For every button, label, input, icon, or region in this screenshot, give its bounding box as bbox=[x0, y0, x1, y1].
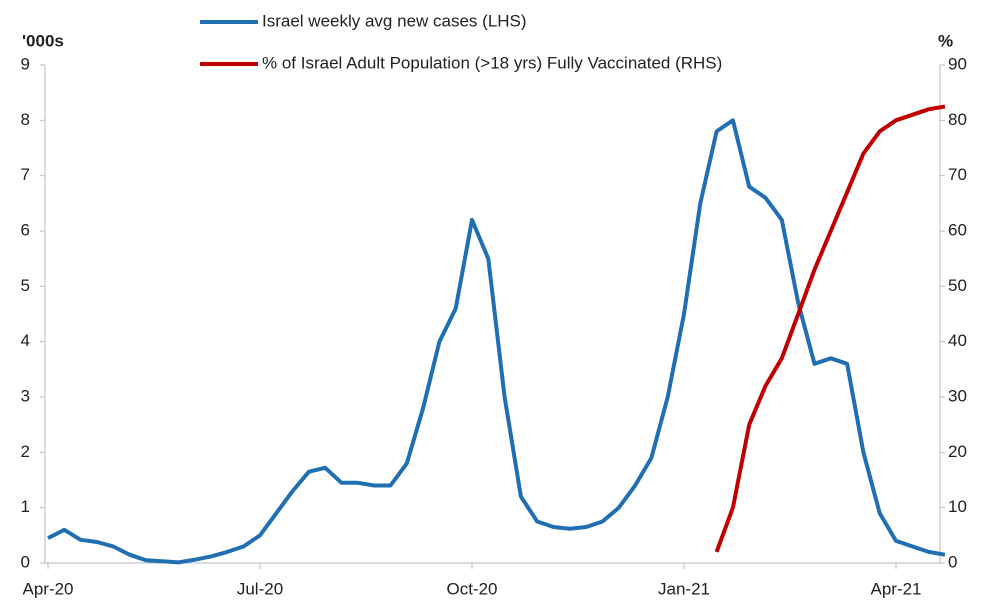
y-tick-label: 4 bbox=[21, 331, 30, 350]
x-tick-label: Apr-20 bbox=[22, 579, 73, 598]
x-tick-label: Jul-20 bbox=[237, 579, 283, 598]
y2-tick-label: 20 bbox=[948, 442, 967, 461]
y-tick-label: 8 bbox=[21, 110, 30, 129]
y2-tick-label: 50 bbox=[948, 276, 967, 295]
series-line bbox=[47, 118, 946, 565]
series-line bbox=[714, 104, 946, 553]
y-tick-label: 6 bbox=[21, 220, 30, 239]
y2-tick-label: 40 bbox=[948, 331, 967, 350]
x-tick-label: Apr-21 bbox=[870, 579, 921, 598]
y2-tick-label: 10 bbox=[948, 497, 967, 516]
y2-tick-label: 90 bbox=[948, 54, 967, 73]
y2-axis-label: % bbox=[938, 31, 953, 50]
y-tick-label: 2 bbox=[21, 442, 30, 461]
y2-tick-label: 30 bbox=[948, 386, 967, 405]
x-tick-label: Oct-20 bbox=[446, 579, 497, 598]
y-tick-label: 1 bbox=[21, 497, 30, 516]
y2-tick-label: 60 bbox=[948, 220, 967, 239]
y-tick-label: 0 bbox=[21, 552, 30, 571]
y-tick-label: 7 bbox=[21, 165, 30, 184]
y2-tick-label: 0 bbox=[948, 552, 957, 571]
legend-label: % of Israel Adult Population (>18 yrs) F… bbox=[262, 53, 722, 72]
y-axis-label: '000s bbox=[22, 31, 64, 50]
y-tick-label: 3 bbox=[21, 386, 30, 405]
y-tick-label: 9 bbox=[21, 54, 30, 73]
x-tick-label: Jan-21 bbox=[658, 579, 710, 598]
y2-tick-label: 80 bbox=[948, 110, 967, 129]
y2-tick-label: 70 bbox=[948, 165, 967, 184]
y-tick-label: 5 bbox=[21, 276, 30, 295]
legend-label: Israel weekly avg new cases (LHS) bbox=[262, 11, 527, 30]
